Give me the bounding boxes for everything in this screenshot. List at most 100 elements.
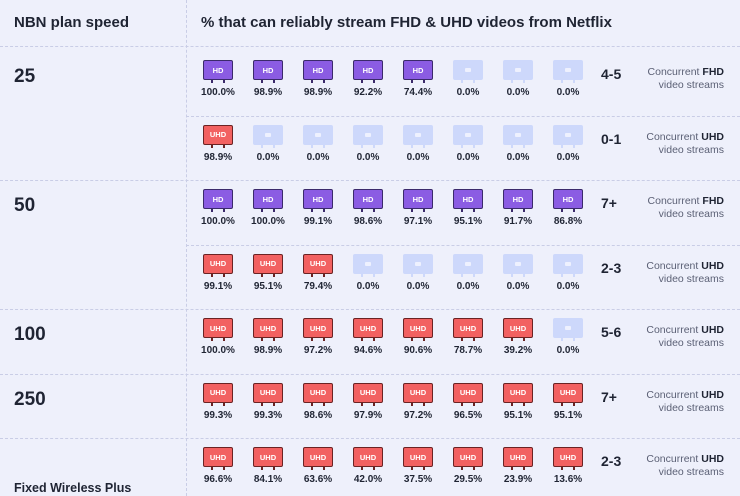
- hd-tv-icon: HD: [203, 60, 233, 80]
- tv-stand: [461, 338, 475, 341]
- stream-cell: 0.0%: [300, 124, 340, 167]
- tv-stand: [311, 144, 325, 148]
- tv-stand: [561, 209, 575, 212]
- percent-value: 98.9%: [253, 345, 283, 356]
- concurrent-streams-count: 0-1: [601, 130, 622, 147]
- stream-cell: 0.0%: [550, 124, 590, 167]
- percent-value: 96.5%: [453, 409, 483, 421]
- header-stream-percent: % that can reliably stream FHD & UHD vid…: [201, 14, 612, 31]
- percent-value: 99.1%: [303, 216, 333, 227]
- tv-stand: [361, 273, 375, 277]
- tv-stand: [361, 402, 375, 406]
- uhd-tv-icon: UHD: [403, 318, 433, 338]
- percent-value: 0.0%: [506, 151, 530, 163]
- tv-stand: [361, 338, 375, 341]
- uhd-tv-icon: UHD: [253, 382, 283, 403]
- tv-stand: [561, 467, 575, 470]
- group-divider: [0, 180, 740, 181]
- tv-stand: [511, 467, 525, 470]
- stream-cell: UHD 96.6%: [200, 447, 240, 489]
- stream-cell: HD 98.9%: [250, 60, 290, 102]
- stream-cell: UHD 84.1%: [250, 447, 290, 489]
- percent-value: 13.6%: [553, 474, 583, 485]
- stream-cell: UHD 98.6%: [300, 382, 340, 425]
- uhd-tv-icon: UHD: [303, 382, 333, 403]
- stream-cell: 0.0%: [500, 60, 540, 102]
- tv-stand: [561, 144, 575, 148]
- tv-stand: [261, 467, 275, 470]
- hd-tv-icon: HD: [203, 189, 233, 209]
- tv-stand: [311, 402, 325, 406]
- tv-stand: [561, 402, 575, 406]
- inactive-tv-icon: [453, 253, 483, 274]
- tv-label: UHD: [209, 452, 227, 462]
- hd-tv-icon: HD: [503, 189, 533, 209]
- uhd-tv-icon: UHD: [203, 253, 233, 274]
- tv-stand: [361, 467, 375, 470]
- stream-cell: UHD 96.5%: [450, 382, 490, 425]
- stream-cell: UHD 97.9%: [350, 382, 390, 425]
- hd-tv-icon: HD: [403, 60, 433, 80]
- percent-value: 95.1%: [453, 216, 483, 227]
- tv-label: HD: [212, 65, 224, 75]
- play-icon: [515, 68, 521, 72]
- tv-label: UHD: [309, 388, 327, 397]
- stream-cell: 0.0%: [450, 60, 490, 102]
- percent-value: 98.9%: [253, 87, 283, 98]
- desc-prefix: Concurrent: [646, 388, 699, 401]
- desc-prefix: Concurrent: [647, 195, 700, 207]
- play-icon: [415, 132, 421, 137]
- stream-cell: HD 100.0%: [200, 60, 240, 102]
- concurrent-streams-description: Concurrent UHD video streams: [614, 131, 724, 157]
- percent-value: 0.0%: [506, 87, 530, 98]
- inactive-tv-icon: [303, 124, 333, 145]
- inactive-tv-icon: [553, 124, 583, 145]
- stream-cell: HD 86.8%: [550, 189, 590, 231]
- uhd-tv-icon: UHD: [353, 318, 383, 338]
- tv-stand: [511, 80, 525, 83]
- uhd-tv-icon: UHD: [403, 382, 433, 403]
- stream-cell: UHD 95.1%: [250, 253, 290, 296]
- tv-label: HD: [512, 194, 524, 204]
- tv-stand: [461, 209, 475, 212]
- uhd-tv-icon: UHD: [353, 447, 383, 467]
- tv-stand: [411, 467, 425, 470]
- inactive-tv-icon: [253, 124, 283, 145]
- uhd-tv-icon: UHD: [503, 382, 533, 403]
- tv-label: UHD: [559, 452, 577, 462]
- stream-cell: UHD 99.3%: [250, 382, 290, 425]
- percent-value: 94.6%: [353, 345, 383, 356]
- desc-suffix: video streams: [658, 79, 724, 91]
- tv-label: UHD: [209, 388, 227, 397]
- percent-value: 98.9%: [203, 151, 233, 163]
- tv-stand: [511, 273, 525, 277]
- tv-label: UHD: [509, 388, 527, 397]
- play-icon: [565, 68, 571, 72]
- percent-value: 95.1%: [503, 409, 533, 421]
- hd-tv-icon: HD: [403, 189, 433, 209]
- play-icon: [415, 261, 421, 266]
- uhd-tv-icon: UHD: [303, 253, 333, 274]
- stream-cell: HD 74.4%: [400, 60, 440, 102]
- stream-cell: 0.0%: [550, 253, 590, 296]
- tv-label: HD: [412, 65, 424, 75]
- hd-tv-icon: HD: [303, 60, 333, 80]
- percent-value: 63.6%: [303, 474, 333, 485]
- percent-value: 23.9%: [503, 474, 533, 485]
- tv-label: UHD: [259, 452, 277, 462]
- percent-value: 0.0%: [356, 280, 380, 292]
- uhd-tv-icon: UHD: [303, 447, 333, 467]
- tv-stand: [511, 209, 525, 212]
- percent-value: 0.0%: [406, 280, 430, 292]
- stream-cell: UHD 78.7%: [450, 318, 490, 360]
- desc-type: UHD: [701, 388, 724, 401]
- uhd-tv-icon: UHD: [353, 382, 383, 403]
- stream-cell: HD 95.1%: [450, 189, 490, 231]
- tv-stand: [211, 144, 225, 148]
- percent-value: 0.0%: [456, 87, 480, 98]
- stream-cell: HD 98.9%: [300, 60, 340, 102]
- tv-stand: [361, 80, 375, 83]
- group-divider: [0, 373, 740, 375]
- inactive-tv-icon: [553, 253, 583, 274]
- tv-label: UHD: [309, 323, 327, 333]
